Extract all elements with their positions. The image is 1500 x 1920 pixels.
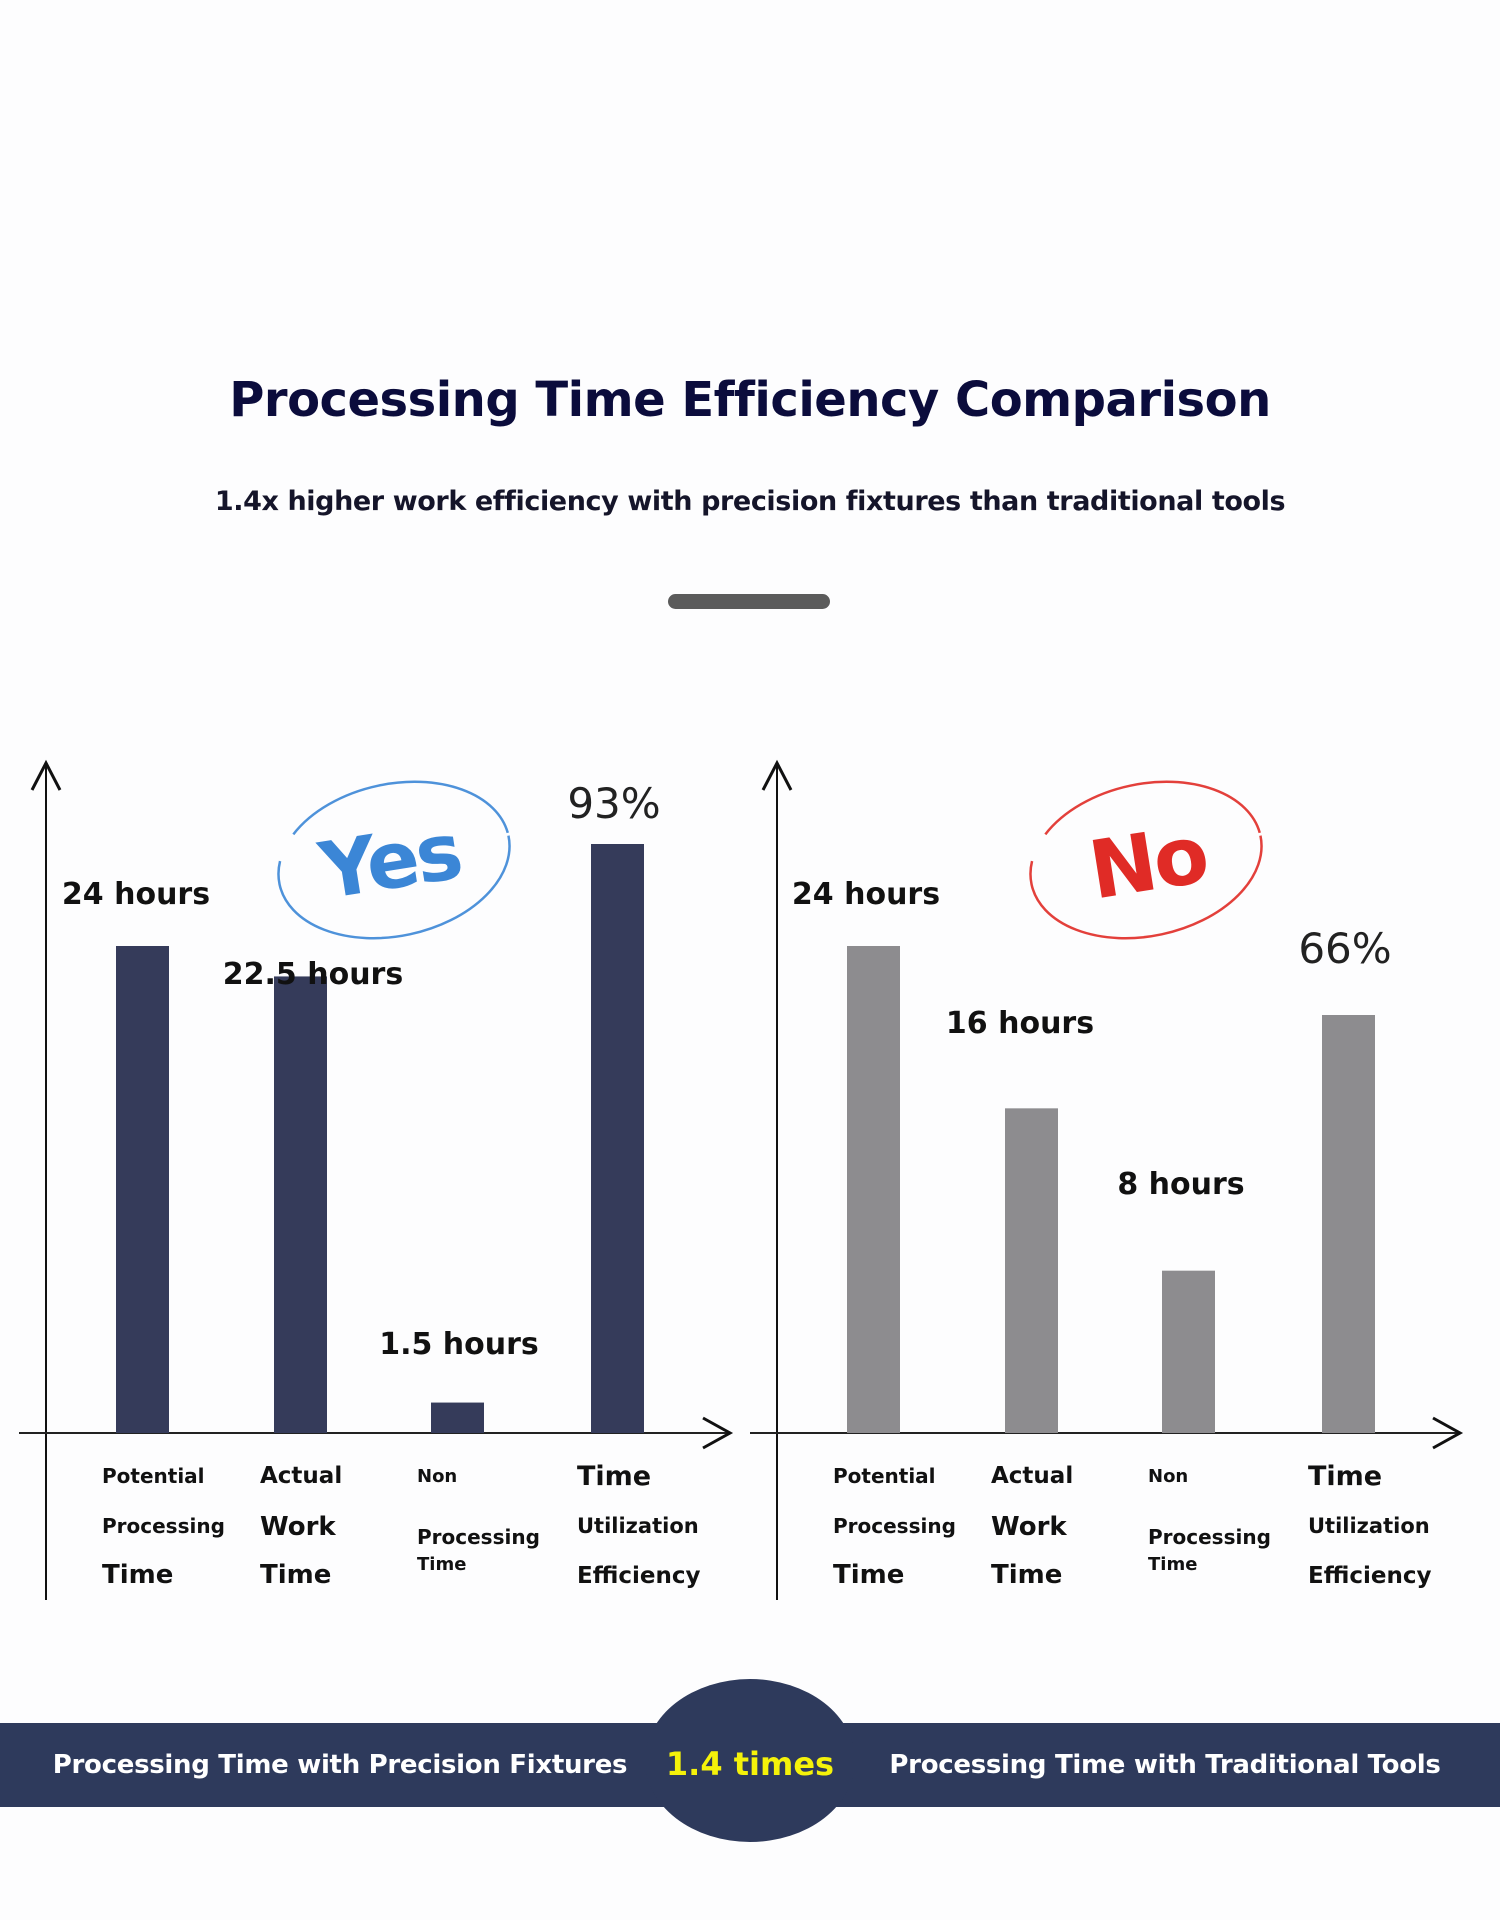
- stamp-text: No: [1083, 808, 1212, 918]
- page-subtitle: 1.4x higher work efficiency with precisi…: [214, 486, 1286, 517]
- category-label: Time: [991, 1560, 1062, 1590]
- value-label: 22.5 hours: [223, 957, 403, 992]
- category-label: Time: [1148, 1554, 1197, 1575]
- bar-4: [591, 844, 644, 1433]
- category-label: Work: [260, 1512, 336, 1542]
- y-axis-arrow-icon: [30, 759, 62, 791]
- stamp-text: Yes: [313, 807, 466, 918]
- category-label: Actual: [260, 1463, 342, 1489]
- bar-2: [1005, 1108, 1058, 1433]
- bar-1: [116, 946, 169, 1433]
- yes-stamp-icon: [277, 780, 511, 940]
- chart-traditional-tools: 24 hours 16 hours 8 hours 66% Potential Proce…: [750, 759, 1464, 1600]
- category-label: Processing: [1148, 1525, 1271, 1549]
- bar-3: [1162, 1270, 1215, 1433]
- value-label: 24 hours: [792, 877, 940, 912]
- value-label: 93%: [567, 779, 660, 828]
- bar-4: [1322, 1015, 1375, 1433]
- category-label: Time: [577, 1461, 651, 1492]
- category-label: Efficiency: [577, 1563, 700, 1589]
- category-label: Time: [260, 1560, 331, 1590]
- x-axis-arrow-icon: [702, 1416, 734, 1450]
- page-title: Processing Time Efficiency Comparison: [229, 372, 1271, 428]
- bar-2: [274, 976, 327, 1433]
- category-label: Potential: [102, 1464, 205, 1488]
- value-label: 1.5 hours: [379, 1327, 539, 1362]
- category-label: Efficiency: [1308, 1563, 1431, 1589]
- category-label: Time: [833, 1560, 904, 1590]
- category-label: Utilization: [577, 1514, 699, 1538]
- category-label: Non: [417, 1466, 457, 1487]
- chart-precision-fixtures: 24 hours 22.5 hours 1.5 hours 93% Potential P…: [19, 759, 734, 1600]
- category-label: Time: [1308, 1461, 1382, 1492]
- divider: [668, 594, 830, 609]
- value-label: 8 hours: [1117, 1167, 1244, 1202]
- bar-3: [431, 1402, 484, 1433]
- category-label: Work: [991, 1512, 1067, 1542]
- category-label: Utilization: [1308, 1514, 1430, 1538]
- ratio-value: 1.4 times: [665, 1745, 835, 1783]
- y-axis-arrow-icon: [761, 759, 793, 791]
- category-label: Processing: [833, 1514, 956, 1538]
- value-label: 16 hours: [946, 1006, 1094, 1041]
- category-label: Non: [1148, 1466, 1188, 1487]
- category-label: Time: [102, 1560, 173, 1590]
- stamp-ring-icon: [277, 780, 511, 940]
- traditional-tools-label: Processing Time with Traditional Tools: [889, 1750, 1441, 1780]
- category-label: Processing: [417, 1525, 540, 1549]
- x-axis-arrow-icon: [1432, 1416, 1464, 1450]
- value-label: 66%: [1298, 924, 1391, 973]
- precision-fixtures-label: Processing Time with Precision Fixtures: [52, 1750, 628, 1780]
- category-label: Time: [417, 1554, 466, 1575]
- category-label: Potential: [833, 1464, 936, 1488]
- category-label: Processing: [102, 1514, 225, 1538]
- stamp-ring-icon: [1029, 780, 1263, 940]
- bar-1: [847, 946, 900, 1433]
- category-label: Actual: [991, 1463, 1073, 1489]
- ratio-badge: [645, 1679, 855, 1842]
- no-stamp-icon: [1029, 780, 1263, 940]
- value-label: 24 hours: [62, 877, 210, 912]
